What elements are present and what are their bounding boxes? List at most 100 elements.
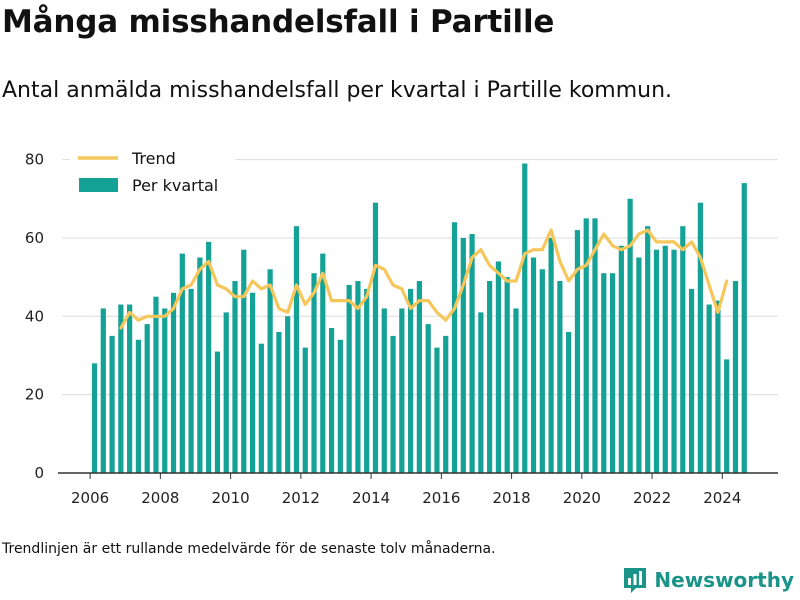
bar [548,237,554,473]
axes: 0 20 40 60 80 2006 2008 2010 2012 2014 2016 2018 202… [25,151,778,507]
bar [302,347,308,473]
bar [627,198,633,473]
bar [118,304,124,473]
bar [618,245,624,473]
bar [645,226,651,473]
bar [636,257,642,473]
bar [408,288,414,473]
brand-name: Newsworthy [654,568,794,592]
bar-chart: 0 20 40 60 80 2006 2008 2010 2012 2014 2016 2018 202… [25,144,778,507]
bar [425,324,431,473]
bar [127,304,133,473]
y-tick-label: 80 [25,151,44,169]
x-tick-label: 2008 [141,489,179,507]
bar [355,281,361,473]
bar [416,281,422,473]
bar [495,261,502,473]
bar [100,308,106,473]
bar [522,163,528,473]
bar [478,312,484,473]
bar [653,249,660,473]
bar [662,245,668,473]
bar [188,288,194,473]
bar [451,222,458,473]
bar [170,292,177,473]
bar [109,335,115,473]
bar [241,249,247,473]
x-tick-label: 2016 [422,489,460,507]
bar [206,241,212,473]
brand-logo[interactable]: Newsworthy [622,566,794,594]
bar [574,230,581,473]
bar [293,226,300,473]
trend-line-layer [119,228,729,330]
bar [671,249,677,473]
bar [214,351,221,473]
chart-area: 0 20 40 60 80 2006 2008 2010 2012 2014 2016 2018 202… [0,130,800,530]
bar [732,281,739,473]
bar [276,331,282,473]
y-tick-label: 20 [25,386,44,404]
trend-line [119,228,729,330]
bar [715,300,721,473]
chart-subtitle: Antal anmälda misshandelsfall per kvarta… [2,78,673,103]
footnote: Trendlinjen är ett rullande medelvärde f… [2,541,496,557]
bar [346,284,352,473]
bar [592,218,598,473]
bar [724,359,730,473]
legend-trend-label: Trend [131,149,176,168]
bars [91,163,747,473]
bar [232,281,238,473]
x-tick-label: 2012 [282,489,320,507]
bar [267,269,273,473]
legend: Trend Per kvartal [70,144,235,202]
x-tick-label: 2024 [703,489,741,507]
bar [179,253,185,473]
x-tick-label: 2018 [492,489,530,507]
x-tick-label: 2006 [71,489,109,507]
legend-bar-swatch [79,178,118,192]
bar [223,312,229,473]
bar [372,202,379,473]
bar [566,331,572,473]
bar [285,316,291,473]
y-tick-label: 40 [25,307,44,325]
bar [601,273,607,473]
bar [504,277,510,473]
bar [706,304,712,473]
bar [91,363,98,473]
bar [197,257,203,473]
bar [697,202,703,473]
bar [443,335,449,473]
bar [469,234,475,473]
bar [153,296,159,473]
bar [381,308,387,473]
bar [513,308,519,473]
bar [364,288,370,473]
bar [557,281,563,473]
y-tick-label: 60 [25,229,44,247]
bar [741,183,747,473]
bar [320,253,326,473]
bar [487,281,493,473]
bar [688,288,695,473]
legend-background [70,144,235,202]
x-tick-label: 2014 [352,489,390,507]
bar [399,308,405,473]
bar [311,273,317,473]
bar [530,257,537,473]
bar [258,343,264,473]
bar [390,335,396,473]
bar [583,218,589,473]
bar [680,226,686,473]
bar [328,328,335,473]
bar [609,273,616,473]
newsworthy-logo-icon [624,568,647,593]
bar [434,347,440,473]
bar [539,269,545,473]
bar [337,339,343,473]
y-tick-label: 0 [34,464,44,482]
x-tick-label: 2022 [633,489,671,507]
bar [144,324,150,473]
bar [249,292,256,473]
